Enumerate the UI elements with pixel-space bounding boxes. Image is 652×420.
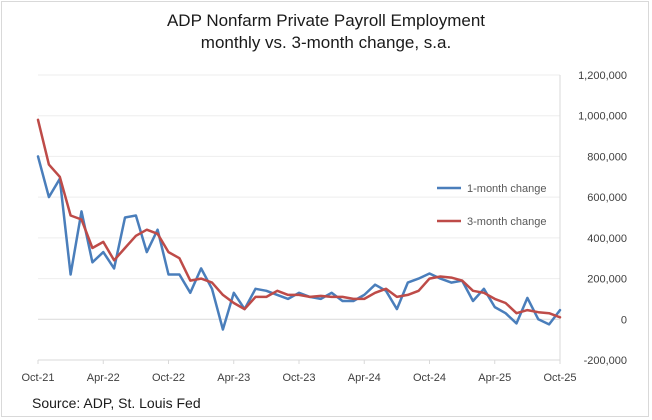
series-line-1-month (36, 155, 562, 331)
series-line-3-month (36, 118, 562, 319)
series-lines (36, 118, 562, 331)
y-tick-label: 200,000 (587, 274, 627, 286)
chart-title-line2: monthly vs. 3-month change, s.a. (200, 33, 452, 52)
x-tick-label: Oct-21 (21, 372, 54, 384)
chart-title: ADP Nonfarm Private Payroll Employment m… (0, 10, 652, 54)
y-axis-ticks: 1,200,000 1,000,000 800,000 600,000 400,000 2… (578, 70, 627, 367)
x-tick-label: Oct-25 (543, 372, 576, 384)
x-tick-label: Oct-24 (413, 372, 446, 384)
chart-title-line1: ADP Nonfarm Private Payroll Employment (166, 11, 486, 30)
y-tick-label: 600,000 (587, 192, 627, 204)
source-note: Source: ADP, St. Louis Fed (32, 395, 201, 411)
x-tick-label: Oct-22 (152, 372, 185, 384)
legend-label-3-month: 3-month change (467, 216, 547, 228)
y-tick-label: 800,000 (587, 151, 627, 163)
x-tick-label: Apr-24 (348, 372, 381, 384)
y-tick-label: 400,000 (587, 233, 627, 245)
legend: 1-month change 3-month change (437, 183, 547, 228)
legend-label-1-month: 1-month change (467, 183, 547, 195)
x-tick-label: Apr-25 (478, 372, 511, 384)
x-tick-label: Apr-23 (217, 372, 250, 384)
y-tick-label: 1,000,000 (578, 111, 627, 123)
x-tick-label: Oct-23 (282, 372, 315, 384)
x-tick-label: Apr-22 (87, 372, 120, 384)
x-axis-ticks: Oct-21 Apr-22 Oct-22 Apr-23 Oct-23 Apr-24 Oct-… (21, 359, 577, 384)
y-tick-label: -200,000 (584, 355, 627, 367)
y-tick-label: 1,200,000 (578, 70, 627, 82)
y-tick-label: 0 (621, 314, 627, 326)
